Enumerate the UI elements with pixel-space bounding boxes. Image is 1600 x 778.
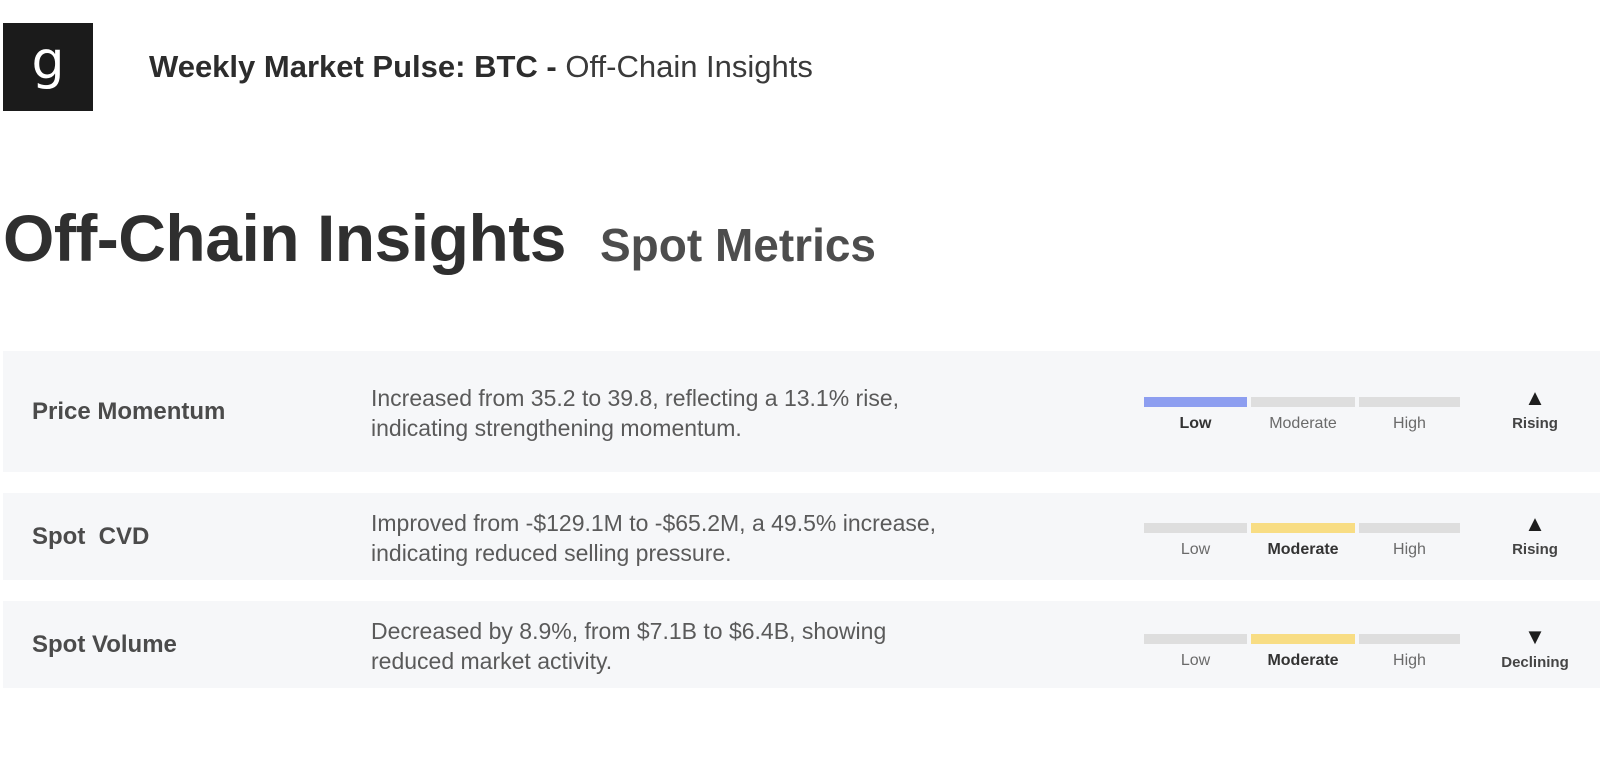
level-bar-moderate: [1251, 634, 1355, 644]
metric-description: Improved from -$129.1M to -$65.2M, a 49.…: [371, 508, 1091, 568]
metric-row-price-momentum: Price Momentum Increased from 35.2 to 39…: [3, 351, 1600, 472]
metric-label: Spot Volume: [32, 631, 177, 658]
level-bar-moderate: [1251, 397, 1355, 407]
level-label-moderate: Moderate: [1269, 415, 1337, 432]
level-label-low: Low: [1180, 652, 1211, 669]
triangle-down-icon: ▼: [1524, 624, 1546, 649]
trend-indicator: ▼ Declining: [1493, 624, 1577, 672]
level-label-moderate: Moderate: [1267, 652, 1339, 669]
brand-logo[interactable]: g: [3, 23, 93, 111]
page-heading: Off-Chain Insights Spot Metrics: [3, 200, 876, 276]
level-label-moderate: Moderate: [1267, 541, 1339, 558]
level-bar-moderate: [1251, 523, 1355, 533]
trend-label: Rising: [1512, 541, 1558, 558]
page-subtitle: Spot Metrics: [599, 219, 877, 271]
level-bar-high: [1359, 397, 1460, 407]
level-label-low: Low: [1180, 541, 1211, 558]
level-label-low: Low: [1179, 415, 1212, 432]
trend-indicator: ▲ Rising: [1493, 385, 1577, 433]
report-title-light: Off-Chain Insights: [565, 49, 813, 84]
logo-letter: g: [31, 31, 65, 91]
metric-description-line: Improved from -$129.1M to -$65.2M, a 49.…: [371, 510, 937, 536]
metric-description-line: indicating reduced selling pressure.: [371, 540, 732, 566]
metric-description-line: indicating strengthening momentum.: [371, 415, 742, 441]
metric-description: Decreased by 8.9%, from $7.1B to $6.4B, …: [371, 616, 1091, 676]
level-bar-low: [1144, 397, 1247, 407]
metric-row-spot-volume: Spot Volume Decreased by 8.9%, from $7.1…: [3, 601, 1600, 688]
page-title: Off-Chain Insights: [3, 201, 566, 275]
triangle-up-icon: ▲: [1524, 385, 1546, 410]
level-bar-high: [1359, 634, 1460, 644]
level-bar-low: [1144, 523, 1247, 533]
triangle-up-icon: ▲: [1524, 511, 1546, 536]
metric-description-line: reduced market activity.: [371, 648, 613, 674]
report-title-bold: Weekly Market Pulse: BTC -: [149, 49, 566, 84]
level-label-high: High: [1393, 541, 1426, 558]
metric-label: Spot CVD: [32, 523, 150, 550]
level-label-high: High: [1393, 415, 1426, 432]
trend-label: Rising: [1512, 415, 1558, 432]
trend-indicator: ▲ Rising: [1493, 511, 1577, 559]
level-bar-high: [1359, 523, 1460, 533]
metric-label: Price Momentum: [32, 398, 226, 425]
metric-row-spot-cvd: Spot CVD Improved from -$129.1M to -$65.…: [3, 493, 1600, 580]
report-header: g Weekly Market Pulse: BTC - Off-Chain I…: [3, 23, 813, 111]
trend-label: Declining: [1501, 654, 1569, 671]
level-bar-low: [1144, 634, 1247, 644]
metric-description-line: Decreased by 8.9%, from $7.1B to $6.4B, …: [371, 618, 887, 644]
level-label-high: High: [1393, 652, 1426, 669]
metric-description-line: Increased from 35.2 to 39.8, reflecting …: [371, 385, 900, 411]
report-title: Weekly Market Pulse: BTC - Off-Chain Ins…: [149, 49, 813, 85]
metric-description: Increased from 35.2 to 39.8, reflecting …: [371, 383, 1091, 443]
